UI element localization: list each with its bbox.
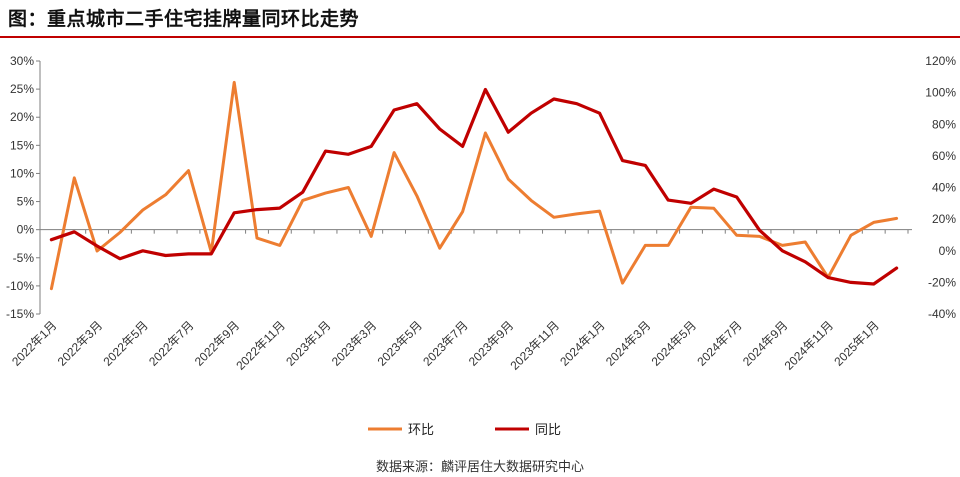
y-left-tick-label: -10% — [6, 279, 34, 293]
x-tick-label: 2025年1月 — [831, 318, 881, 368]
y-right-tick-label: 120% — [925, 54, 956, 68]
legend-label-mom: 环比 — [408, 423, 434, 438]
series-line-mom — [49, 80, 899, 291]
y-left-tick-label: 0% — [17, 223, 35, 237]
y-left-tick-label: 15% — [10, 138, 34, 152]
source-note: 数据来源：麟评居住大数据研究中心 — [375, 460, 584, 475]
title-divider — [0, 36, 960, 38]
x-tick-label: 2024年3月 — [603, 318, 653, 368]
x-tick-label: 2022年3月 — [55, 318, 105, 368]
x-tick-label: 2022年7月 — [146, 318, 196, 368]
y-right-tick-label: 40% — [932, 181, 956, 195]
y-right-tick-label: 100% — [925, 86, 956, 100]
y-right-tick-label: 60% — [932, 149, 956, 163]
series-line-yoy — [49, 87, 899, 286]
y-right-tick-label: 80% — [932, 117, 956, 131]
x-tick-label: 2022年1月 — [9, 318, 59, 368]
y-left-tick-label: 10% — [10, 166, 34, 180]
y-right-tick-label: -20% — [928, 275, 956, 289]
x-tick-label: 2022年11月 — [233, 318, 288, 373]
x-tick-label: 2023年5月 — [375, 318, 425, 368]
y-left-tick-label: 5% — [17, 195, 35, 209]
series-layer — [49, 80, 899, 291]
x-tick-label: 2024年1月 — [557, 318, 607, 368]
x-tick-label: 2024年11月 — [782, 318, 837, 373]
page-title: 图：重点城市二手住宅挂牌量同环比走势 — [8, 8, 360, 30]
y-right-tick-label: 20% — [932, 212, 956, 226]
x-tick-label: 2022年5月 — [100, 318, 150, 368]
y-left-tick-label: 30% — [10, 54, 34, 68]
legend-label-yoy: 同比 — [535, 423, 561, 438]
y-left-tick-label: -15% — [6, 307, 34, 321]
x-tick-label: 2023年7月 — [420, 318, 470, 368]
x-tick-label: 2023年11月 — [508, 318, 563, 373]
y-left-tick-label: -5% — [13, 251, 35, 265]
line-chart: 30% 25% 20% 15% 10% 5% 0% -5% -10% -15% 120% 100% 80… — [6, 54, 957, 438]
x-tick-label: 2024年7月 — [694, 318, 744, 368]
y-right-tick-label: -40% — [928, 307, 956, 321]
legend: 环比 同比 — [368, 423, 561, 438]
x-tick-label: 2023年1月 — [283, 318, 333, 368]
x-tick-label: 2024年5月 — [649, 318, 699, 368]
x-tick-label: 2023年3月 — [329, 318, 379, 368]
y-left-tick-label: 20% — [10, 110, 34, 124]
y-left-tick-label: 25% — [10, 82, 34, 96]
y-right-tick-label: 0% — [939, 244, 957, 258]
